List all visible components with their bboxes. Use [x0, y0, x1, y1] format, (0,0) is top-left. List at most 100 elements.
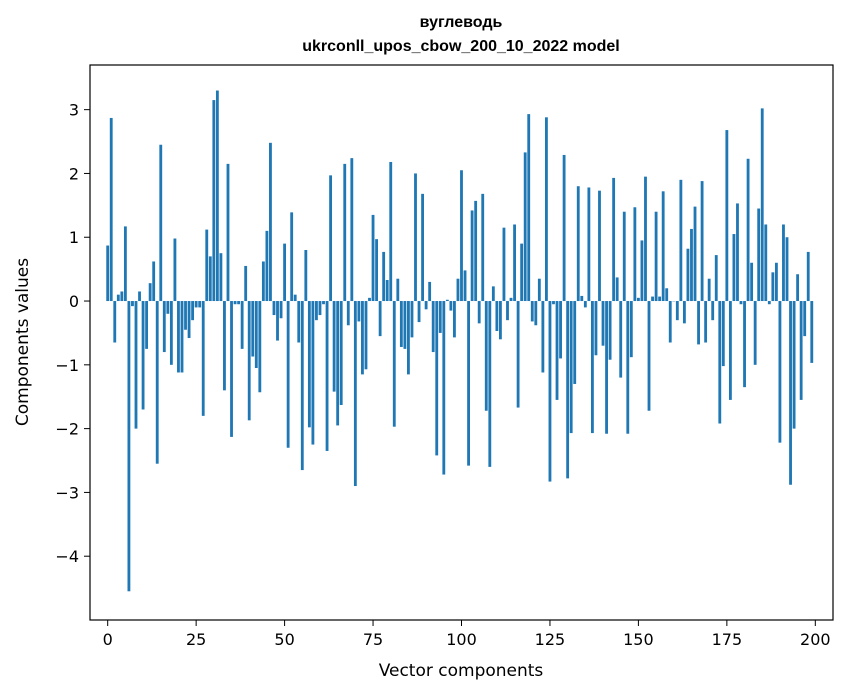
bar-118 [523, 152, 527, 302]
bar-75 [371, 214, 375, 302]
bar-36 [233, 301, 237, 305]
bar-106 [481, 193, 485, 302]
bar-50 [283, 243, 287, 302]
y-tick-label--1: −1 [55, 356, 79, 375]
bar-81 [392, 301, 396, 427]
bar-149 [633, 207, 637, 302]
bar-5 [123, 226, 127, 302]
bar-115 [513, 224, 516, 302]
bar-85 [407, 301, 410, 375]
y-axis-label: Components values [13, 258, 33, 426]
bar-104 [474, 200, 478, 302]
bar-76 [375, 239, 378, 302]
bar-16 [162, 301, 166, 353]
x-tick-label-200: 200 [800, 630, 831, 649]
bar-119 [527, 114, 531, 302]
bar-12 [148, 283, 152, 302]
bar-96 [445, 299, 449, 302]
bar-79 [385, 279, 389, 302]
bar-44 [261, 261, 265, 302]
bar-112 [502, 227, 506, 302]
bar-21 [180, 301, 184, 373]
bar-130 [566, 301, 570, 479]
bar-57 [307, 301, 311, 428]
bar-146 [622, 211, 626, 302]
bar-195 [796, 274, 800, 302]
bar-137 [590, 301, 594, 434]
bar-54 [297, 301, 301, 343]
bar-64 [332, 301, 336, 392]
bar-25 [194, 301, 198, 308]
bar-86 [410, 301, 414, 338]
bar-103 [470, 210, 474, 302]
bar-102 [467, 301, 470, 466]
bar-78 [382, 251, 386, 302]
bar-41 [251, 301, 255, 357]
bar-190 [778, 301, 782, 443]
bar-198 [806, 251, 810, 302]
bar-173 [718, 301, 722, 424]
bar-34 [226, 163, 230, 302]
bar-108 [488, 301, 492, 467]
bar-40 [247, 301, 251, 421]
bar-196 [799, 301, 803, 400]
bar-88 [417, 301, 421, 323]
bar-77 [378, 301, 382, 337]
x-axis: 0 25 50 75 100 125 150 175 200 [103, 620, 831, 649]
y-tick-label-1: 1 [69, 228, 79, 247]
bar-74 [368, 297, 371, 302]
bar-59 [315, 301, 318, 321]
y-tick-label-0: 0 [69, 292, 79, 311]
bar-49 [279, 301, 283, 319]
bar-107 [484, 301, 488, 411]
y-tick-label-2: 2 [69, 164, 79, 183]
bar-188 [771, 272, 775, 302]
y-tick-label--3: −3 [55, 483, 79, 502]
bar-179 [739, 301, 743, 305]
bar-23 [187, 301, 191, 339]
bar-152 [644, 176, 647, 302]
bars [106, 90, 814, 592]
bar-73 [364, 301, 368, 370]
bar-113 [506, 301, 509, 321]
bar-43 [258, 301, 262, 393]
bar-164 [686, 248, 690, 302]
bar-151 [640, 240, 644, 302]
bar-37 [237, 301, 241, 305]
chart-title: вуглеводь [420, 14, 503, 31]
bar-187 [767, 301, 771, 305]
bar-157 [661, 191, 665, 302]
x-tick-label-150: 150 [623, 630, 654, 649]
bar-125 [548, 301, 552, 482]
bar-94 [438, 301, 442, 333]
bar-6 [127, 301, 131, 592]
bar-63 [329, 175, 333, 302]
bar-184 [757, 208, 761, 302]
y-tick-label--4: −4 [55, 547, 79, 566]
y-tick-label--2: −2 [55, 420, 79, 439]
bar-110 [495, 301, 499, 332]
bar-60 [318, 301, 322, 316]
bar-7 [131, 301, 134, 307]
bar-134 [580, 295, 584, 302]
x-tick-label-125: 125 [535, 630, 566, 649]
bar-29 [208, 256, 212, 302]
bar-2 [113, 301, 117, 343]
bar-47 [272, 301, 276, 316]
bar-111 [499, 301, 502, 340]
bar-191 [782, 224, 785, 302]
bar-19 [173, 238, 177, 302]
bar-11 [145, 301, 149, 349]
bar-55 [300, 301, 304, 471]
bar-167 [697, 301, 700, 345]
bar-126 [552, 301, 555, 305]
bar-97 [449, 301, 453, 311]
bar-69 [350, 158, 354, 302]
x-tick-label-25: 25 [186, 630, 206, 649]
bar-20 [177, 301, 180, 373]
bar-186 [764, 224, 768, 302]
bar-22 [184, 301, 187, 330]
bar-122 [537, 278, 541, 302]
bar-95 [442, 301, 446, 475]
